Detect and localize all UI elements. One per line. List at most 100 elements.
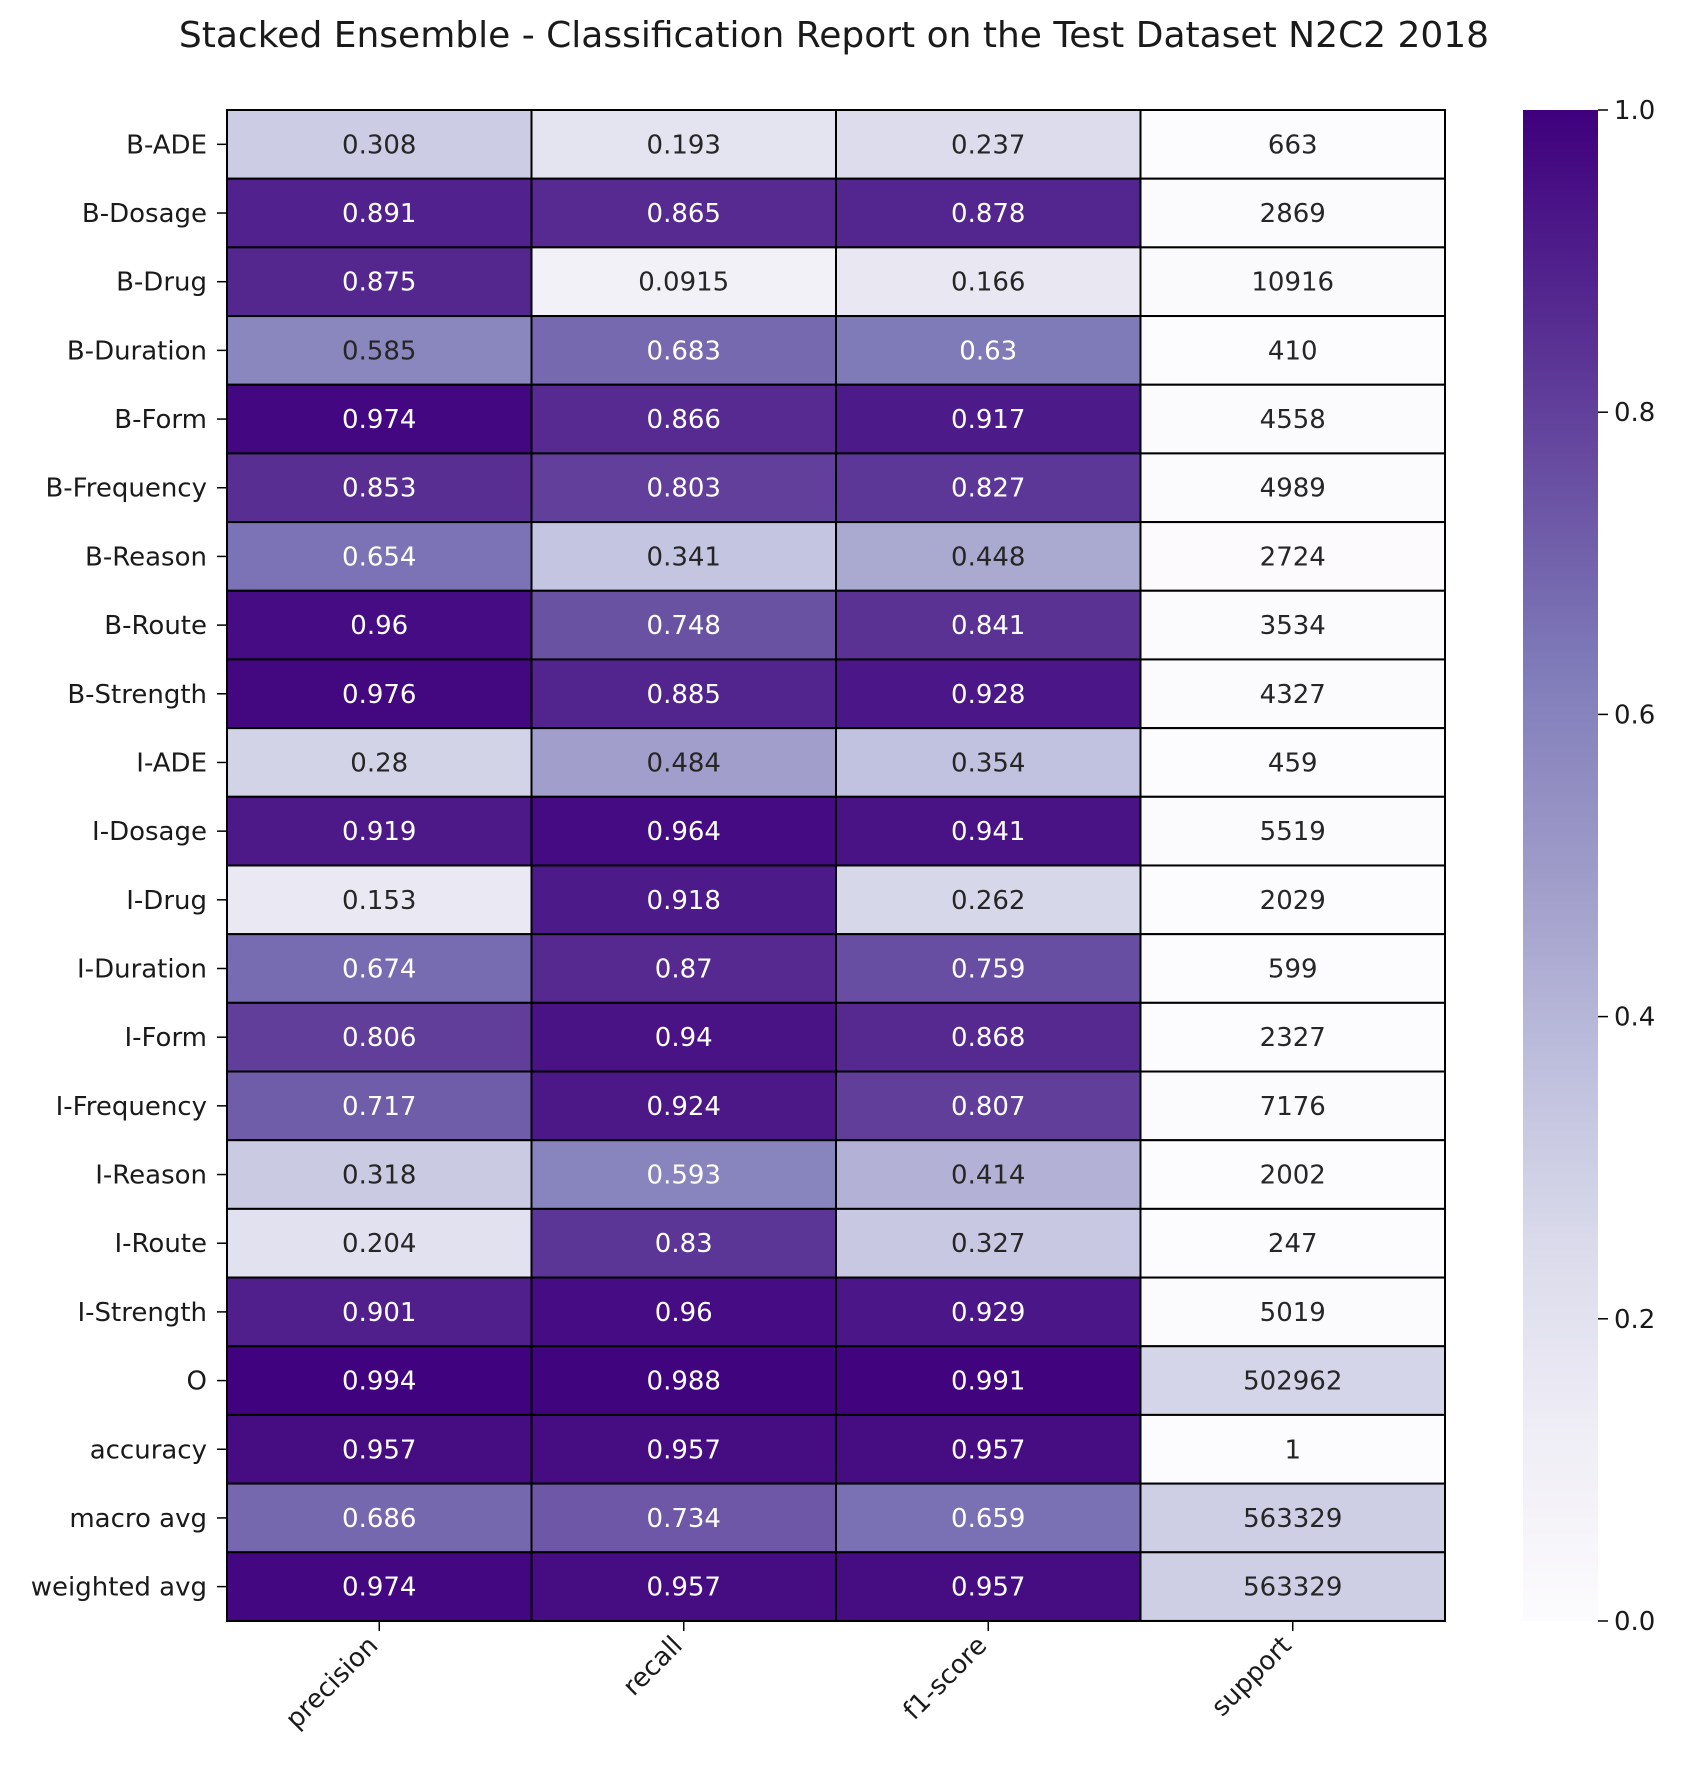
heatmap-frame xyxy=(226,109,1446,1622)
cell-value-label: 1 xyxy=(1284,1435,1301,1465)
cell-value-label: 247 xyxy=(1268,1229,1318,1259)
heatmap-cell xyxy=(1139,1551,1446,1622)
cell-value-label: 0.94 xyxy=(655,1023,713,1053)
colorbar-tick-label: 1.0 xyxy=(1614,96,1655,126)
cell-value-label: 0.941 xyxy=(951,817,1025,847)
heatmap-cell xyxy=(835,1001,1142,1073)
heatmap-cell xyxy=(835,1070,1142,1142)
column-label: precision xyxy=(280,1631,384,1735)
heatmap-cell xyxy=(835,1413,1142,1485)
cell-value-label: 0.414 xyxy=(951,1161,1025,1191)
heatmap-cell xyxy=(530,1207,837,1279)
chart-title: Stacked Ensemble - Classification Report… xyxy=(179,15,1489,56)
heatmap-cell xyxy=(835,383,1142,455)
cell-value-label: 0.153 xyxy=(342,886,416,916)
cell-value-label: 0.484 xyxy=(647,748,721,778)
cell-value-label: 4327 xyxy=(1260,680,1326,710)
cell-value-label: 0.957 xyxy=(951,1435,1025,1465)
cell-value-label: 0.341 xyxy=(647,542,721,572)
heatmap-cell xyxy=(226,521,533,592)
row-label: accuracy xyxy=(90,1435,207,1465)
heatmap-cell xyxy=(1139,315,1446,386)
cell-value-label: 4989 xyxy=(1260,474,1326,504)
colorbar-gradient xyxy=(1523,110,1598,1621)
colorbar: 0.0 0.2 0.4 0.6 0.8 1.0 xyxy=(1523,96,1655,1637)
cell-value-label: 0.308 xyxy=(342,130,416,160)
heatmap-cell xyxy=(1139,1139,1446,1210)
row-label: B-Reason xyxy=(85,542,207,572)
heatmap-cell xyxy=(226,452,533,524)
heatmap-cell xyxy=(1139,246,1446,318)
cell-value-label: 0.988 xyxy=(647,1367,721,1397)
heatmap-cell xyxy=(226,727,533,798)
cell-value-label: 0.885 xyxy=(647,680,721,710)
heatmap-cell xyxy=(835,1551,1142,1622)
row-label: B-Strength xyxy=(67,680,207,710)
heatmap-cell xyxy=(835,727,1142,798)
cell-value-label: 0.919 xyxy=(342,817,416,847)
cell-value-label: 0.659 xyxy=(951,1504,1025,1534)
cell-value-label: 0.686 xyxy=(342,1504,416,1534)
colorbar-tick-label: 0.0 xyxy=(1614,1607,1655,1637)
row-label: I-Form xyxy=(124,1023,207,1053)
heatmap-cell xyxy=(226,589,533,661)
cell-value-label: 0.868 xyxy=(951,1023,1025,1053)
cell-value-label: 0.318 xyxy=(342,1161,416,1191)
cell-value-label: 0.974 xyxy=(342,405,416,435)
heatmap-cell xyxy=(530,1345,837,1416)
heatmap-cell xyxy=(835,864,1142,936)
cell-value-label: 0.891 xyxy=(342,199,416,229)
heatmap-cell xyxy=(835,521,1142,592)
cell-value-label: 4558 xyxy=(1260,405,1326,435)
cell-value-label: 0.957 xyxy=(342,1435,416,1465)
cell-value-label: 663 xyxy=(1268,130,1318,160)
cell-value-label: 0.193 xyxy=(647,130,721,160)
row-label: I-ADE xyxy=(136,748,207,778)
cell-value-label: 0.96 xyxy=(655,1298,713,1328)
cell-value-label: 2327 xyxy=(1260,1023,1326,1053)
heatmap-cell xyxy=(1139,727,1446,798)
heatmap-cell xyxy=(1139,521,1446,592)
heatmap-cell xyxy=(530,177,837,249)
cell-value-label: 563329 xyxy=(1243,1504,1342,1534)
heatmap-cell xyxy=(530,452,837,524)
cell-value-label: 2724 xyxy=(1260,542,1326,572)
heatmap-cell xyxy=(226,109,533,180)
cell-value-label: 0.87 xyxy=(655,955,713,985)
heatmap-cell xyxy=(835,1345,1142,1416)
row-label: macro avg xyxy=(69,1504,207,1534)
cell-value-label: 0.841 xyxy=(951,611,1025,641)
heatmap-cell xyxy=(835,1482,1142,1554)
row-label: B-Drug xyxy=(116,268,207,298)
row-label: I-Drug xyxy=(126,886,207,916)
cell-value-label: 2002 xyxy=(1260,1161,1326,1191)
cell-value-label: 2869 xyxy=(1260,199,1326,229)
cell-value-label: 0.806 xyxy=(342,1023,416,1053)
cell-value-label: 0.734 xyxy=(647,1504,721,1534)
cell-value-label: 0.878 xyxy=(951,199,1025,229)
heatmap-cell xyxy=(530,246,837,318)
cell-value-label: 0.917 xyxy=(951,405,1025,435)
cell-value-label: 0.807 xyxy=(951,1092,1025,1122)
cell-value-label: 0.674 xyxy=(342,955,416,985)
heatmap-cell xyxy=(835,1207,1142,1279)
cell-value-label: 0.654 xyxy=(342,542,416,572)
heatmap-cell xyxy=(835,795,1142,867)
colorbar-tick-label: 0.2 xyxy=(1614,1305,1655,1335)
heatmap-cell xyxy=(1139,1482,1446,1554)
heatmap-cell xyxy=(530,383,837,455)
heatmap-cell xyxy=(530,1276,837,1348)
cell-value-label: 5519 xyxy=(1260,817,1326,847)
cell-value-label: 0.0915 xyxy=(638,268,729,298)
cell-value-label: 0.593 xyxy=(647,1161,721,1191)
cell-value-label: 5019 xyxy=(1260,1298,1326,1328)
cell-value-label: 0.759 xyxy=(951,955,1025,985)
cell-value-label: 0.957 xyxy=(647,1573,721,1603)
cell-value-label: 0.748 xyxy=(647,611,721,641)
cell-value-label: 0.262 xyxy=(951,886,1025,916)
row-label: I-Dosage xyxy=(92,817,207,847)
cell-value-label: 0.28 xyxy=(350,748,408,778)
cell-value-label: 0.865 xyxy=(647,199,721,229)
heatmap-cell xyxy=(530,109,837,180)
cell-value-label: 410 xyxy=(1268,336,1318,366)
